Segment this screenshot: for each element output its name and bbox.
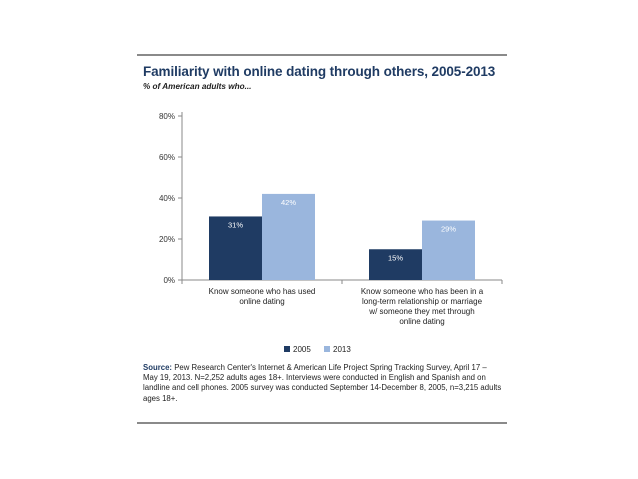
legend-swatch bbox=[324, 346, 330, 352]
data-label: 29% bbox=[441, 225, 456, 234]
x-category-label: w/ someone they met through bbox=[368, 307, 474, 316]
source-label: Source: bbox=[143, 363, 173, 372]
x-category-label: long-term relationship or marriage bbox=[362, 297, 483, 306]
bottom-rule bbox=[137, 422, 507, 424]
x-category-label: online dating bbox=[239, 297, 284, 306]
legend-label: 2013 bbox=[333, 345, 351, 354]
bar bbox=[369, 249, 422, 280]
bar-chart: 0% 20% 40% 60% 80% 31% 42% Know someone who has… bbox=[159, 112, 503, 354]
bar bbox=[422, 220, 475, 280]
data-label: 15% bbox=[388, 253, 403, 262]
source-text: Pew Research Center's Internet & America… bbox=[143, 363, 502, 403]
x-category-label: Know someone who has used bbox=[209, 287, 316, 296]
legend-swatch bbox=[284, 346, 290, 352]
bar bbox=[262, 193, 315, 280]
y-tick-label: 80% bbox=[159, 112, 175, 121]
y-tick-label: 60% bbox=[159, 153, 175, 162]
legend-label: 2005 bbox=[293, 345, 311, 354]
chart-subtitle: % of American adults who... bbox=[143, 82, 252, 91]
y-tick-label: 20% bbox=[159, 235, 175, 244]
y-tick-label: 0% bbox=[163, 276, 175, 285]
top-rule bbox=[137, 54, 507, 56]
y-tick-label: 40% bbox=[159, 194, 175, 203]
bar bbox=[209, 216, 262, 280]
data-label: 42% bbox=[281, 198, 296, 207]
x-category-label: Know someone who has been in a bbox=[361, 287, 484, 296]
source-note: Source: Pew Research Center's Internet &… bbox=[143, 363, 503, 404]
x-category-label: online dating bbox=[399, 317, 444, 326]
data-label: 31% bbox=[228, 220, 243, 229]
chart-title: Familiarity with online dating through o… bbox=[143, 64, 496, 79]
chart-card: Familiarity with online dating through o… bbox=[137, 54, 507, 426]
